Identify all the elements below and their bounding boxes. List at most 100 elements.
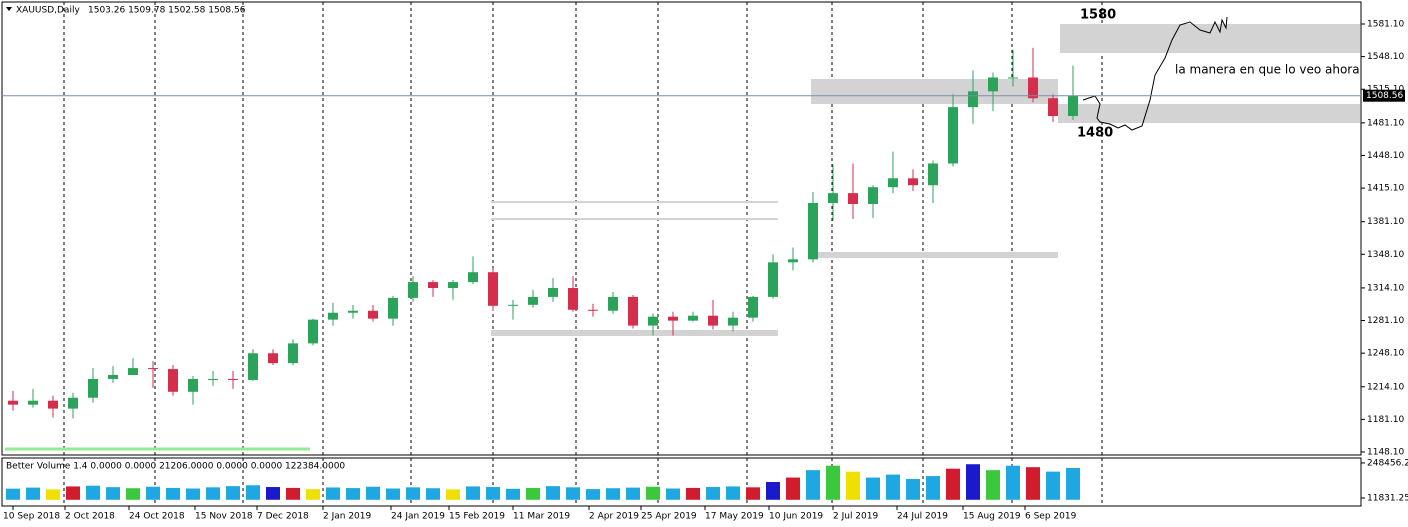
x-tick-label: 2 Oct 2018: [65, 512, 115, 522]
y-tick-label: 1348.10: [1367, 250, 1404, 260]
collapse-icon: [6, 7, 12, 11]
x-tick-label: 25 Apr 2019: [641, 512, 697, 522]
candle-body: [988, 77, 998, 92]
x-tick-label: 15 Nov 2018: [195, 512, 253, 522]
y-tick-label: 1381.10: [1367, 217, 1404, 227]
candle-body: [928, 163, 938, 186]
candle-body: [308, 319, 318, 344]
candle-body: [368, 310, 378, 319]
candle-body: [1028, 77, 1038, 99]
volume-bar: [606, 488, 620, 500]
candle-body: [868, 187, 878, 205]
volume-bar: [446, 489, 460, 500]
candle-body: [628, 296, 638, 326]
volume-bar: [1046, 471, 1060, 500]
current-price-box: [1363, 89, 1405, 102]
x-tick-label: 10 Sep 2018: [3, 512, 60, 522]
y-tick-label: 1448.10: [1367, 151, 1404, 161]
volume-bar: [986, 470, 1000, 500]
candle-body: [8, 400, 18, 405]
candle-body: [568, 288, 578, 310]
volume-bar: [1006, 465, 1020, 500]
candle-body: [908, 178, 918, 186]
x-tick-label: 2 Apr 2019: [589, 512, 639, 522]
volume-bar: [846, 471, 860, 500]
volume-bar: [946, 468, 960, 500]
candle-body: [968, 91, 978, 108]
volume-bar: [146, 486, 160, 500]
x-tick-label: 24 Jan 2019: [391, 512, 445, 522]
candle-body: [408, 282, 418, 298]
volume-tick-label: 248456.25: [1367, 458, 1408, 468]
y-tick-label: 1415.10: [1367, 184, 1404, 194]
candle-body: [148, 368, 158, 370]
x-tick-label: 2 Jan 2019: [323, 512, 371, 522]
volume-bar: [306, 489, 320, 500]
volume-bar: [886, 474, 900, 500]
x-tick-label: 10 Jun 2019: [769, 512, 823, 522]
candle-body: [388, 297, 398, 319]
y-tick-label: 1481.10: [1367, 118, 1404, 128]
volume-bar: [566, 487, 580, 500]
volume-bar: [66, 486, 80, 500]
volume-bar: [906, 479, 920, 500]
y-tick-label: 1181.10: [1367, 415, 1404, 425]
candle-body: [488, 272, 498, 306]
current-price-label: 1508.56: [1366, 91, 1403, 101]
y-tick-label: 1314.10: [1367, 283, 1404, 293]
volume-bar: [246, 485, 260, 500]
drawn-zones: [5, 24, 1360, 451]
volume-bar: [26, 487, 40, 500]
volume-bar: [6, 488, 20, 500]
candle-body: [688, 315, 698, 321]
x-tick-label: 7 Dec 2018: [257, 512, 309, 522]
candle-body: [1068, 95, 1078, 117]
candle-body: [668, 316, 678, 321]
candle-body: [808, 203, 818, 260]
volume-tick-label: 11831.25: [1367, 494, 1408, 504]
volume-bar: [526, 487, 540, 500]
volume-bar: [366, 486, 380, 500]
candle-body: [708, 315, 718, 326]
candle-body: [1048, 98, 1058, 117]
volume-bar: [686, 487, 700, 500]
candle-body: [828, 193, 838, 204]
candle-body: [168, 369, 178, 392]
candle-body: [208, 378, 218, 380]
candle-body: [268, 353, 278, 364]
annotation: 1580: [1080, 8, 1116, 23]
plot: [6, 47, 1080, 500]
volume-bar: [166, 487, 180, 500]
candle-body: [68, 397, 78, 409]
volume-bar: [786, 477, 800, 500]
candle-body: [528, 296, 538, 305]
candle-body: [768, 262, 778, 297]
y-tick-label: 1148.10: [1367, 448, 1404, 458]
candle-body: [748, 296, 758, 318]
volume-bar: [326, 487, 340, 500]
candle-body: [588, 309, 598, 311]
candle-body: [328, 312, 338, 320]
annotation: 1480: [1077, 126, 1113, 141]
hand-drawn-projection: [1082, 16, 1228, 131]
candle-body: [728, 317, 738, 326]
x-tick-label: 15 Aug 2019: [963, 512, 1021, 522]
volume-bar: [546, 486, 560, 500]
candle-body: [548, 288, 558, 297]
candle-body: [1008, 77, 1018, 79]
symbol: XAUUSD,Daily: [16, 6, 80, 16]
volume-bar: [266, 487, 280, 500]
volume-bar: [346, 488, 360, 500]
candle-body: [648, 316, 658, 326]
y-tick-label: 1281.10: [1367, 316, 1404, 326]
volume-bar: [726, 486, 740, 500]
x-tick-label: 15 Feb 2019: [449, 512, 505, 522]
candle-body: [508, 304, 518, 306]
candle-body: [348, 310, 358, 313]
candle-body: [108, 375, 118, 379]
candle-body: [128, 368, 138, 376]
volume-bar: [806, 470, 820, 500]
volume-bar: [466, 486, 480, 500]
ohlc-header: 1503.26 1509.78 1502.58 1508.56: [88, 6, 246, 16]
